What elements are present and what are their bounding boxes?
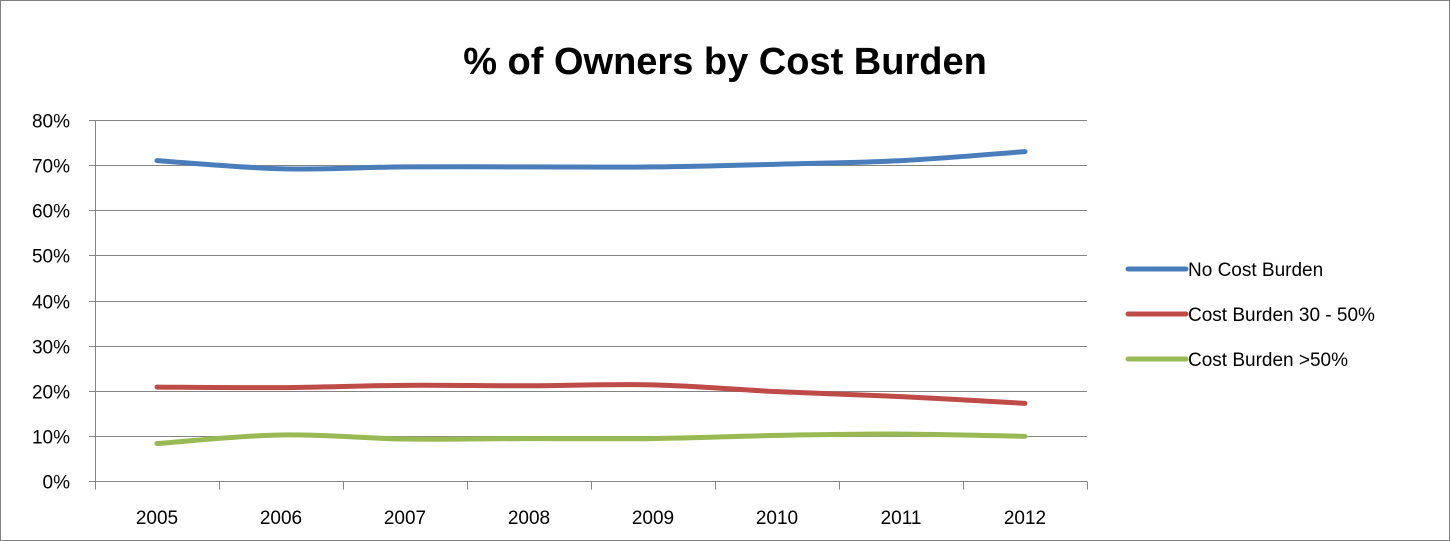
series-line-1 [154,149,1028,172]
y-tick-label: 70% [32,157,70,178]
x-tick-label: 2005 [136,508,178,529]
y-tick-label: 30% [32,338,70,359]
y-tick-label: 50% [32,247,70,268]
x-tick-label: 2011 [881,508,922,529]
series-lines [154,149,1028,447]
x-tick-label: 2006 [260,508,302,529]
x-tick-label: 2008 [508,508,550,529]
legend-entry-label: Cost Burden >50% [1188,350,1348,371]
axes: 0% 10% 20% 30% 40% 50% 60% 70% 80% 2005 2006 2007 20… [32,112,1088,529]
legend-entry-label: Cost Burden 30 - 50% [1188,305,1375,326]
series-line-2 [154,382,1028,406]
y-tick-label: 80% [32,112,70,133]
chart-title: % of Owners by Cost Burden [463,41,987,83]
legend: No Cost Burden Cost Burden 30 - 50% Cost B… [1125,260,1375,371]
y-tick-label: 0% [43,473,71,494]
y-tick-label: 10% [32,428,70,449]
x-tick-label: 2009 [632,508,674,529]
x-tick-label: 2007 [384,508,426,529]
series-line-3 [154,431,1028,447]
x-tick-label: 2010 [756,508,798,529]
y-tick-label: 20% [32,383,70,404]
legend-entry-label: No Cost Burden [1188,260,1323,281]
y-tick-label: 60% [32,202,70,223]
y-tick-label: 40% [32,293,70,314]
x-tick-label: 2012 [1004,508,1046,529]
